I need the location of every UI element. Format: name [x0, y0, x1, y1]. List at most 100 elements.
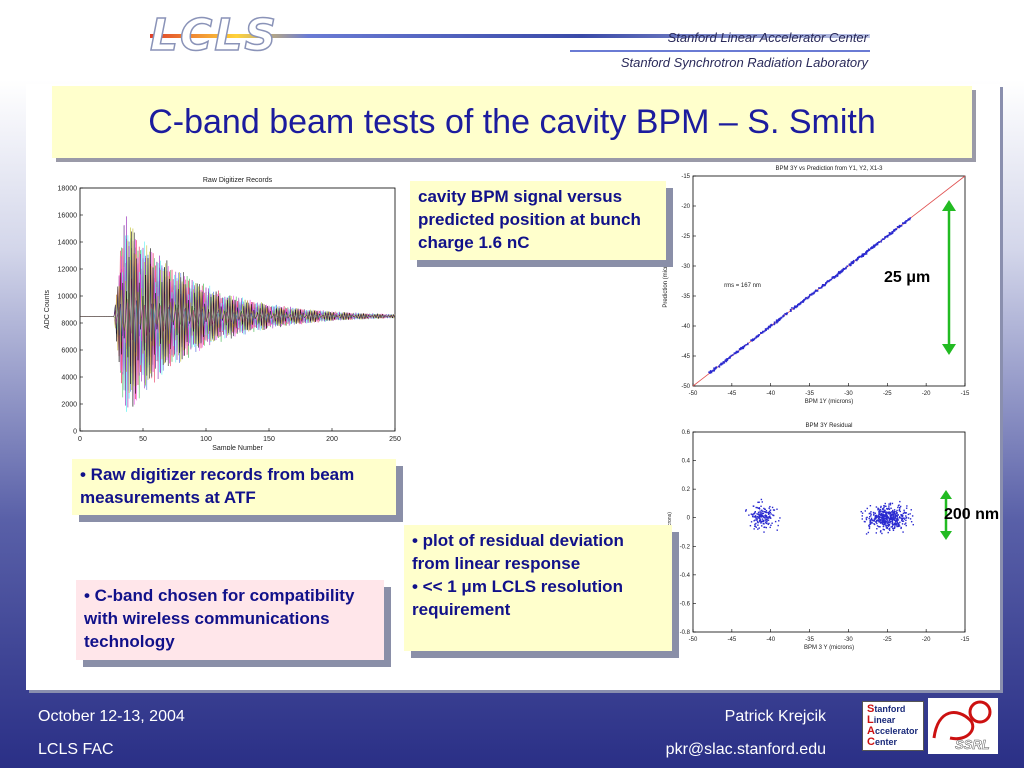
data-point	[901, 515, 904, 518]
data-point	[892, 529, 895, 532]
data-point	[900, 517, 902, 519]
data-point	[871, 522, 873, 524]
data-point	[861, 253, 864, 256]
data-point	[883, 515, 885, 518]
data-point	[885, 512, 888, 514]
data-point	[752, 505, 755, 507]
data-point	[880, 241, 882, 243]
data-point	[893, 527, 896, 530]
data-point	[868, 249, 870, 252]
data-point	[884, 522, 886, 525]
footer-author: Patrick Krejcik	[724, 708, 826, 725]
data-point	[880, 512, 883, 515]
y-tick-label: 8000	[61, 321, 77, 328]
x-tick-label: -30	[844, 391, 853, 397]
data-point	[888, 523, 891, 526]
data-point	[756, 516, 759, 518]
data-point	[874, 514, 877, 517]
data-point	[891, 518, 894, 521]
note-residual-point1: • plot of residual deviation from linear…	[412, 531, 624, 573]
data-point	[875, 506, 878, 508]
y-tick-label: -50	[681, 384, 690, 390]
data-point	[877, 508, 880, 510]
data-point	[879, 521, 881, 523]
data-point	[812, 292, 815, 295]
data-point	[894, 516, 897, 518]
data-point	[725, 360, 727, 362]
data-point	[764, 518, 767, 520]
data-point	[896, 518, 898, 520]
data-point	[806, 297, 809, 300]
data-point	[758, 515, 761, 518]
data-point	[813, 291, 816, 294]
data-point	[898, 226, 901, 229]
y-tick-label: 0	[73, 429, 77, 436]
data-point	[766, 520, 768, 523]
data-point	[871, 246, 873, 248]
x-tick-label: -45	[728, 391, 737, 397]
data-point	[709, 370, 712, 372]
data-point	[861, 515, 863, 517]
label-200nm: 200 nm	[944, 506, 1000, 523]
data-point	[884, 520, 886, 522]
x-axis-label: BPM 1Y (microns)	[805, 399, 854, 405]
data-point	[887, 524, 890, 526]
data-point	[879, 519, 882, 522]
data-point	[875, 243, 878, 245]
data-point	[752, 339, 755, 341]
data-point	[895, 512, 897, 515]
data-point	[908, 218, 911, 221]
data-point	[892, 229, 895, 232]
lcls-logo: LCLS	[149, 9, 279, 62]
logo-swoosh	[150, 34, 870, 38]
data-point	[865, 251, 867, 254]
data-point	[892, 527, 894, 529]
data-point	[863, 253, 865, 255]
data-point	[765, 526, 768, 529]
data-point	[809, 293, 812, 296]
data-point	[870, 519, 872, 521]
data-point	[753, 528, 755, 530]
data-point	[765, 520, 767, 522]
data-point	[758, 517, 761, 519]
data-point	[884, 502, 886, 505]
footer-event: LCLS FAC	[38, 741, 114, 758]
data-point	[870, 247, 872, 249]
data-point	[867, 531, 870, 534]
data-point	[882, 528, 884, 531]
data-point	[884, 517, 886, 520]
data-point	[881, 532, 883, 535]
data-point	[763, 507, 765, 510]
data-point	[770, 323, 773, 326]
data-point	[751, 515, 754, 518]
data-point	[904, 221, 907, 223]
data-point	[887, 522, 889, 525]
data-point	[893, 509, 896, 511]
org-ssrl: Stanford Synchrotron Radiation Laborator…	[620, 55, 868, 70]
data-point	[786, 312, 788, 314]
data-point	[850, 261, 853, 264]
data-point	[875, 520, 878, 522]
data-point	[907, 513, 910, 516]
data-point	[724, 359, 727, 361]
data-point	[898, 525, 901, 527]
data-point	[807, 296, 810, 298]
data-point	[885, 516, 887, 518]
data-point	[878, 512, 880, 514]
data-point	[881, 238, 884, 240]
data-point	[883, 505, 885, 507]
data-point	[884, 509, 886, 512]
data-point	[785, 313, 788, 316]
data-point	[883, 506, 885, 509]
data-point	[903, 511, 906, 513]
label-25um: 25 μm	[884, 269, 931, 286]
data-point	[891, 523, 894, 525]
data-point	[834, 276, 836, 278]
data-point	[748, 514, 750, 516]
data-point	[891, 502, 894, 505]
data-point	[768, 507, 770, 509]
data-point	[757, 528, 759, 530]
x-tick-label: -30	[844, 637, 853, 643]
data-point	[875, 516, 877, 518]
data-point	[843, 268, 846, 270]
